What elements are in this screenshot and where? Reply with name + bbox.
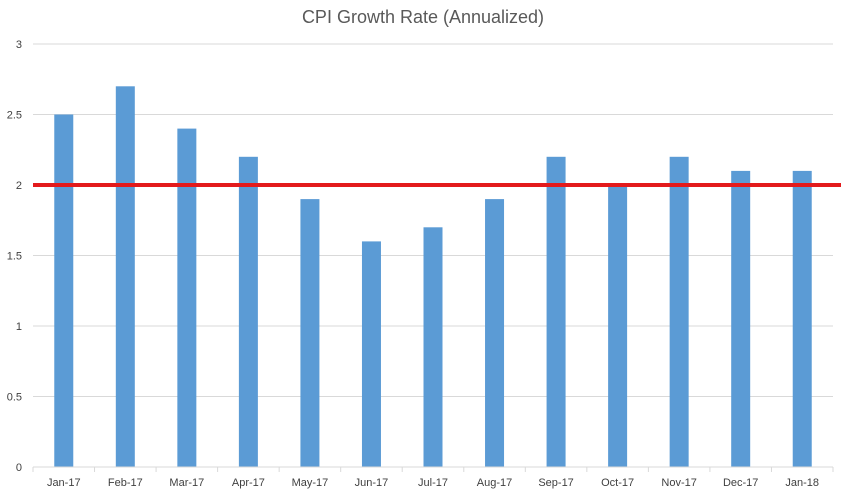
bar-sep-17: [546, 156, 566, 468]
y-tick-label-6: 3: [16, 39, 22, 51]
x-tick-label-9: Oct-17: [601, 477, 634, 489]
x-axis-tick-labels: Jan-17 Feb-17 Mar-17 Apr-17 May-17 Jun-17 Jul-…: [47, 477, 819, 489]
x-tick-label-5: Jun-17: [355, 477, 389, 489]
bar-jan-18: [792, 170, 812, 467]
x-axis: [32, 466, 834, 472]
y-axis-tick-labels: 0 0.5 1 1.5 2 2.5 3: [7, 39, 22, 474]
y-tick-label-4: 2: [16, 180, 22, 192]
x-tick-label-6: Jul-17: [418, 477, 448, 489]
bar-jun-17: [361, 241, 381, 467]
x-tick-label-8: Sep-17: [538, 477, 573, 489]
bars: [54, 86, 812, 468]
bar-dec-17: [731, 170, 751, 467]
x-tick-label-1: Feb-17: [108, 477, 143, 489]
x-tick-label-10: Nov-17: [661, 477, 696, 489]
bar-feb-17: [115, 86, 135, 468]
bar-nov-17: [669, 156, 689, 468]
bar-jul-17: [423, 227, 443, 467]
x-tick-label-2: Mar-17: [169, 477, 204, 489]
bar-mar-17: [177, 128, 197, 467]
y-tick-label-5: 2.5: [7, 110, 22, 122]
bar-jan-17: [54, 114, 74, 467]
x-tick-label-3: Apr-17: [232, 477, 265, 489]
chart-title: CPI Growth Rate (Annualized): [302, 7, 544, 27]
x-tick-label-0: Jan-17: [47, 477, 81, 489]
y-tick-label-2: 1: [16, 321, 22, 333]
y-tick-label-0: 0: [16, 462, 22, 474]
x-tick-label-11: Dec-17: [723, 477, 758, 489]
x-tick-label-12: Jan-18: [785, 477, 819, 489]
bar-aug-17: [485, 199, 505, 467]
x-tick-label-7: Aug-17: [477, 477, 512, 489]
bar-may-17: [300, 199, 320, 467]
bar-apr-17: [238, 156, 258, 468]
bar-oct-17: [608, 185, 628, 467]
x-tick-label-4: May-17: [292, 477, 329, 489]
y-tick-label-1: 0.5: [7, 392, 22, 404]
y-tick-label-3: 1.5: [7, 251, 22, 263]
